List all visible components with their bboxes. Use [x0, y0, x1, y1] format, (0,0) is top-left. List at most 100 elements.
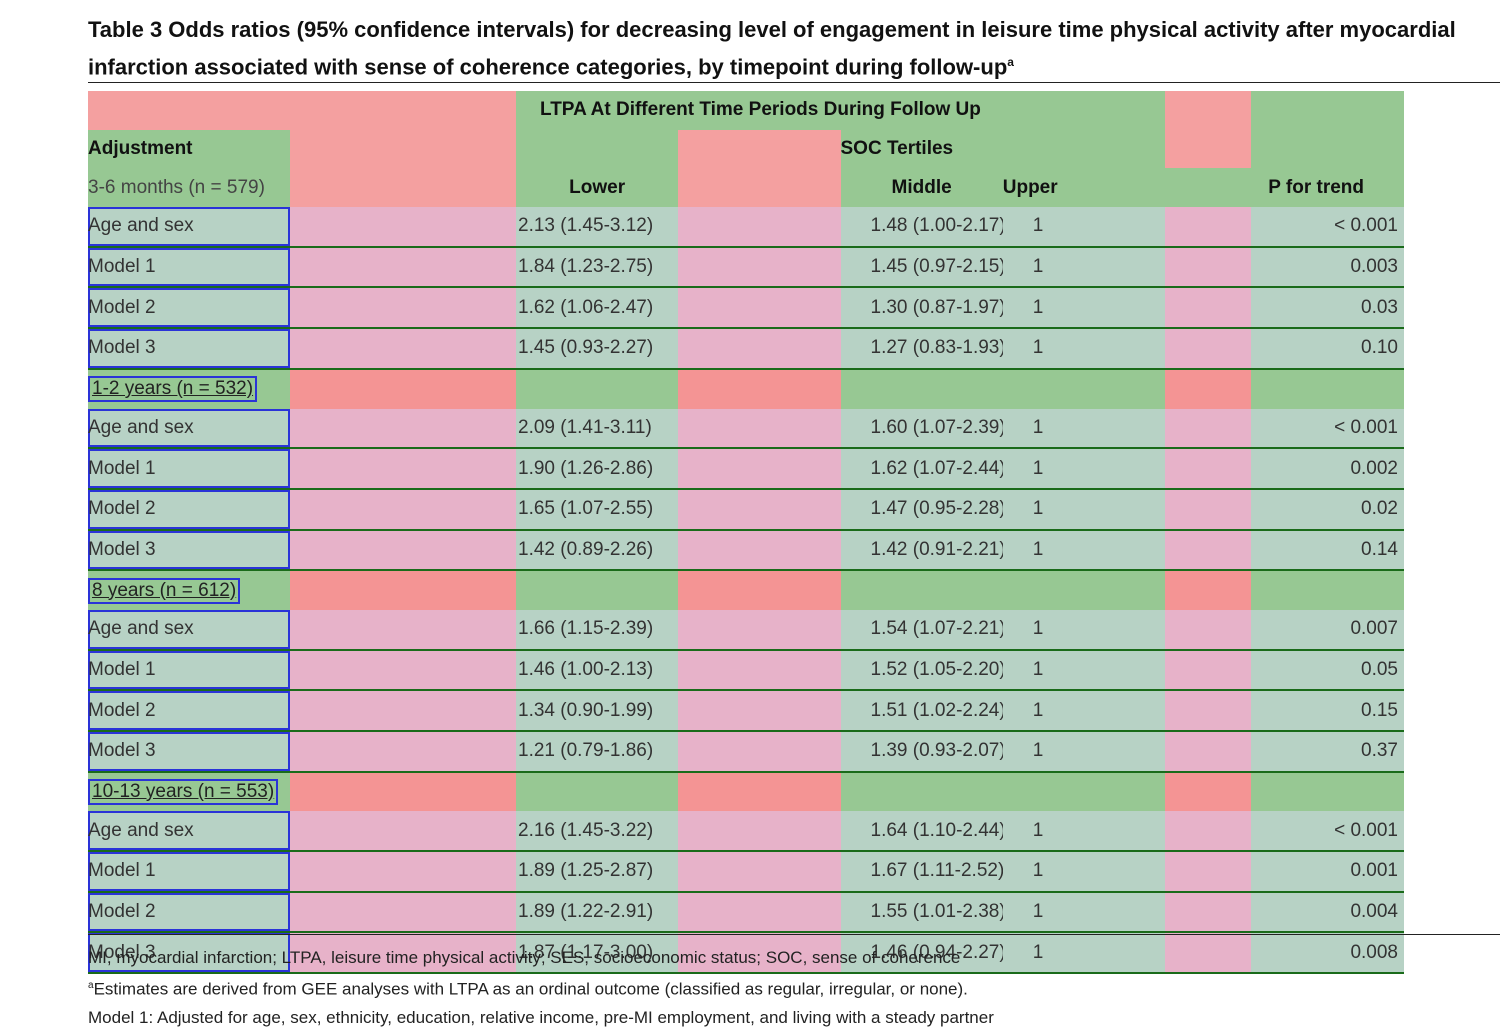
row-spacer: [678, 851, 841, 893]
cell-lower: 1.46 (1.00-2.13): [516, 649, 679, 692]
cell-middle: 1.55 (1.01-2.38): [840, 891, 1003, 934]
results-table: LTPA At Different Time Periods During Fo…: [88, 91, 1404, 975]
cell-middle: 1.62 (1.07-2.44): [840, 448, 1003, 490]
cell-middle: 1.27 (0.83-1.93): [840, 328, 1003, 370]
row-spacer: [1165, 448, 1251, 490]
top-rule: [88, 82, 1500, 83]
table-row: Age and sex 2.13 (1.45-3.12) 1.48 (1.00-2.…: [88, 207, 1404, 248]
cell-lower: 1.62 (1.06-2.47): [516, 287, 679, 330]
row-model-label: Age and sex: [88, 408, 290, 450]
row-spacer: [678, 891, 841, 934]
row-model-label: Model 1: [88, 851, 290, 893]
cell-lower: 2.09 (1.41-3.11): [516, 408, 679, 450]
row-spacer: [1165, 932, 1251, 975]
cell-upper: 1: [1002, 811, 1165, 853]
row-spacer: [290, 731, 516, 773]
row-spacer: [290, 649, 516, 692]
row-model-label: Model 2: [88, 488, 290, 531]
cell-p-trend: 0.14: [1251, 529, 1404, 572]
group-row: 1-2 years (n = 532): [88, 368, 1404, 409]
row-spacer: [290, 891, 516, 934]
cell-lower: 1.45 (0.93-2.27): [516, 328, 679, 370]
cell-middle: 1.51 (1.02-2.24): [840, 690, 1003, 732]
cell-upper: 1: [1002, 932, 1165, 975]
row-spacer: [678, 731, 841, 773]
row-model-label: Model 3: [88, 932, 290, 975]
footnote-a: aEstimates are derived from GEE analyses…: [88, 979, 968, 999]
row-spacer: [678, 488, 841, 531]
cell-middle: 1.52 (1.05-2.20): [840, 649, 1003, 692]
cell-p-trend: 0.004: [1251, 891, 1404, 934]
cell-p-trend: 0.008: [1251, 932, 1404, 975]
row-spacer: [678, 287, 841, 330]
row-model-label: Model 1: [88, 448, 290, 490]
cell-middle: 1.42 (0.91-2.21): [840, 529, 1003, 572]
row-model-label: Model 3: [88, 529, 290, 572]
table-row: Model 1 1.46 (1.00-2.13) 1.52 (1.05-2.20) 1…: [88, 649, 1404, 692]
row-spacer: [1165, 408, 1251, 450]
cell-p-trend: 0.002: [1251, 448, 1404, 490]
row-spacer: [290, 207, 516, 248]
cell-lower: 2.16 (1.45-3.22): [516, 811, 679, 853]
row-model-label: Model 2: [88, 891, 290, 934]
header-adjustment: Adjustment: [88, 129, 290, 169]
cell-lower: 1.89 (1.22-2.91): [516, 891, 679, 934]
row-spacer: [1165, 328, 1251, 370]
cell-p-trend: 0.001: [1251, 851, 1404, 893]
row-spacer: [678, 529, 841, 572]
table-row: Model 3 1.45 (0.93-2.27) 1.27 (0.83-1.93) 1…: [88, 328, 1404, 370]
row-spacer: [678, 207, 841, 248]
cell-middle: 1.47 (0.95-2.28): [840, 488, 1003, 531]
cell-p-trend: 0.03: [1251, 287, 1404, 330]
row-spacer: [290, 488, 516, 531]
header-middle: Middle: [840, 168, 1003, 208]
cell-p-trend: 0.37: [1251, 731, 1404, 773]
table-row: Age and sex 2.16 (1.45-3.22) 1.64 (1.10-2.…: [88, 811, 1404, 853]
row-spacer: [290, 448, 516, 490]
cell-p-trend: 0.007: [1251, 609, 1404, 651]
cell-middle: 1.54 (1.07-2.21): [840, 609, 1003, 651]
row-spacer: [678, 811, 841, 853]
cell-lower: 1.66 (1.15-2.39): [516, 609, 679, 651]
table-row: Age and sex 1.66 (1.15-2.39) 1.54 (1.07-2.…: [88, 609, 1404, 651]
row-spacer: [290, 851, 516, 893]
row-spacer: [678, 609, 841, 651]
group-row: 8 years (n = 612): [88, 570, 1404, 610]
row-spacer: [290, 690, 516, 732]
cell-middle: 1.48 (1.00-2.17): [840, 207, 1003, 248]
cell-middle: 1.64 (1.10-2.44): [840, 811, 1003, 853]
cell-upper: 1: [1002, 488, 1165, 531]
row-model-label: Model 2: [88, 690, 290, 732]
cell-middle: 1.39 (0.93-2.07): [840, 731, 1003, 773]
cell-middle: 1.30 (0.87-1.97): [840, 287, 1003, 330]
header-upper: Upper: [1002, 168, 1165, 208]
cell-lower: 1.21 (0.79-1.86): [516, 731, 679, 773]
row-spacer: [1165, 811, 1251, 853]
row-model-label: Model 3: [88, 731, 290, 773]
cell-p-trend: 0.003: [1251, 246, 1404, 289]
table-row: Age and sex 2.09 (1.41-3.11) 1.60 (1.07-2.…: [88, 408, 1404, 450]
cell-p-trend: 0.15: [1251, 690, 1404, 732]
group-label: 1-2 years (n = 532): [88, 376, 258, 403]
row-model-label: Model 2: [88, 287, 290, 330]
table-row: Model 1 1.90 (1.26-2.86) 1.62 (1.07-2.44) 1…: [88, 448, 1404, 490]
group-row: 10-13 years (n = 553): [88, 771, 1404, 812]
row-spacer: [1165, 851, 1251, 893]
group-label-first: 3-6 months (n = 579): [88, 168, 290, 208]
table-row: Model 2 1.89 (1.22-2.91) 1.55 (1.01-2.38) 1…: [88, 891, 1404, 934]
row-spacer: [1165, 690, 1251, 732]
cell-middle: 1.67 (1.11-2.52): [840, 851, 1003, 893]
table-row: Model 2 1.65 (1.07-2.55) 1.47 (0.95-2.28) 1…: [88, 488, 1404, 531]
row-spacer: [290, 529, 516, 572]
row-model-label: Model 1: [88, 246, 290, 289]
cell-upper: 1: [1002, 851, 1165, 893]
table-row: Model 3 1.21 (0.79-1.86) 1.39 (0.93-2.07) 1…: [88, 731, 1404, 773]
cell-upper: 1: [1002, 731, 1165, 773]
cell-lower: 1.34 (0.90-1.99): [516, 690, 679, 732]
cell-upper: 1: [1002, 408, 1165, 450]
cell-lower: 1.87 (1.17-3.00): [516, 932, 679, 975]
title-footnote-mark: a: [1007, 55, 1014, 69]
header-row-soc: Adjustment SOC Tertiles: [88, 129, 1404, 169]
cell-p-trend: 0.05: [1251, 649, 1404, 692]
row-spacer: [290, 328, 516, 370]
